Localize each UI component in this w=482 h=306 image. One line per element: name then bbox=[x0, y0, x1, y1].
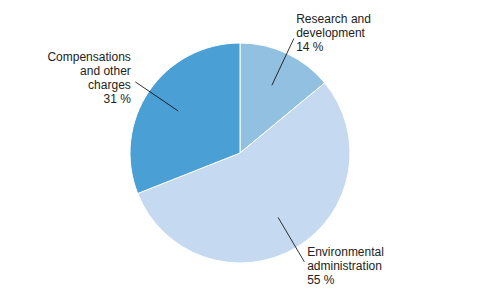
label-line: Compensations bbox=[47, 50, 130, 64]
leader-line bbox=[278, 217, 304, 262]
label-line: and other bbox=[80, 64, 131, 78]
leader-line bbox=[135, 82, 178, 111]
label-line: charges bbox=[88, 78, 131, 92]
slice bbox=[130, 43, 240, 193]
label-line: Research and bbox=[296, 12, 371, 26]
slice-label: Research anddevelopment14 % bbox=[296, 12, 371, 54]
label-line: administration bbox=[307, 259, 382, 273]
slice-label: Compensationsand othercharges31 % bbox=[47, 50, 131, 106]
leader-line bbox=[272, 39, 294, 86]
slices bbox=[130, 43, 350, 263]
slice-label: Environmentaladministration55 % bbox=[307, 245, 384, 287]
label-line: Environmental bbox=[307, 245, 384, 259]
labels: Research anddevelopment14 % Environmental… bbox=[47, 12, 383, 287]
chart: Research anddevelopment14 % Environmental… bbox=[0, 0, 482, 306]
label-line: 55 % bbox=[307, 273, 335, 287]
label-line: 31 % bbox=[103, 92, 131, 106]
label-line: 14 % bbox=[296, 40, 324, 54]
label-line: development bbox=[296, 26, 365, 40]
